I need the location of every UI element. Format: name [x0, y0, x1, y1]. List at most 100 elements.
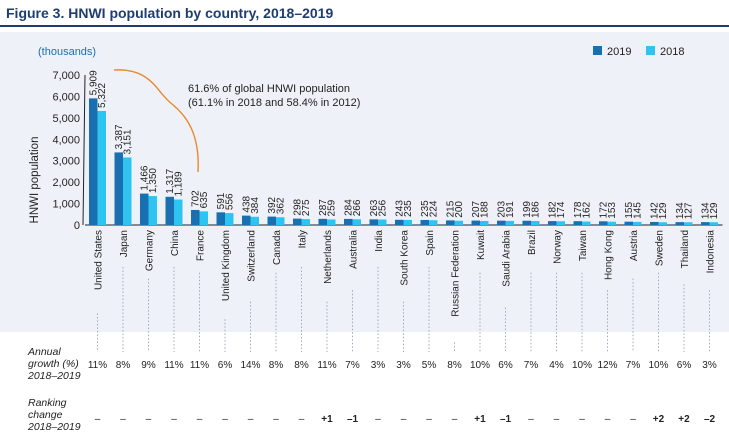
rank-value: – — [401, 414, 407, 425]
bar-2018 — [607, 221, 616, 225]
value-label-2018: 259 — [327, 199, 338, 216]
rank-value: +1 — [474, 414, 486, 425]
y-tick-label: 6,000 — [52, 91, 80, 103]
value-label-2019: 142 — [650, 202, 661, 219]
value-label-2019: 182 — [548, 201, 559, 218]
category-label: Kuwait — [476, 230, 487, 260]
y-tick-label: 7,000 — [52, 70, 80, 82]
rank-value: – — [528, 414, 534, 425]
growth-value: 8% — [116, 360, 131, 371]
value-label-2018: 162 — [582, 201, 593, 218]
rank-value: – — [426, 414, 432, 425]
category-label: Australia — [349, 230, 360, 269]
value-label-2018: 188 — [480, 201, 491, 218]
value-label-2018: 129 — [658, 202, 669, 219]
bar-2019 — [165, 196, 174, 225]
rank-value: – — [222, 414, 228, 425]
category-label: United States — [94, 230, 105, 290]
value-label-2019: 215 — [446, 200, 457, 217]
value-label-2019: 199 — [522, 201, 533, 218]
growth-value: 10% — [572, 360, 592, 371]
category-label: India — [374, 230, 385, 252]
rank-row-label: 2018–2019 — [27, 421, 81, 433]
value-label-2018: 145 — [633, 202, 644, 219]
value-label-2019: 243 — [395, 200, 406, 217]
value-label-2018: 635 — [199, 191, 210, 208]
growth-row-label: Annual — [27, 346, 61, 358]
rank-value: – — [197, 414, 203, 425]
bar-2019 — [267, 216, 276, 225]
rank-value: – — [273, 414, 279, 425]
growth-value: 7% — [524, 360, 539, 371]
legend-swatch-2019 — [593, 46, 602, 55]
rank-value: – — [452, 414, 458, 425]
value-label-2018: 1,350 — [148, 168, 159, 193]
category-label: Canada — [272, 230, 283, 265]
category-label: Indonesia — [706, 230, 717, 274]
rank-value: – — [95, 414, 101, 425]
value-label-2018: 153 — [607, 202, 618, 219]
growth-value: 11% — [317, 360, 336, 371]
value-label-2018: 224 — [429, 200, 440, 217]
category-label: Brazil — [527, 230, 538, 255]
bar-2018 — [225, 213, 234, 225]
bar-2018 — [658, 222, 667, 225]
bar-2019 — [318, 218, 327, 225]
rank-value: +2 — [653, 414, 665, 425]
category-label: Austria — [629, 230, 640, 262]
growth-row-label: growth (%) — [28, 358, 79, 370]
bar-2018 — [276, 217, 285, 225]
y-tick-label: 4,000 — [52, 134, 80, 146]
growth-value: 11% — [190, 360, 209, 371]
category-label: Japan — [119, 230, 130, 257]
bar-2018 — [403, 219, 412, 225]
rank-value: – — [605, 414, 611, 425]
bar-2019 — [395, 219, 404, 225]
y-tick-label: 3,000 — [52, 156, 80, 168]
category-label: Russian Federation — [451, 230, 462, 317]
bar-2019 — [599, 221, 608, 225]
growth-value: 8% — [269, 360, 284, 371]
bar-2019 — [522, 220, 531, 225]
bar-2019 — [293, 218, 302, 225]
bar-2019 — [573, 221, 582, 225]
bar-2018 — [633, 221, 642, 225]
bar-2018 — [429, 220, 438, 225]
category-label: France — [196, 230, 207, 262]
category-label: Switzerland — [247, 230, 258, 282]
annotation-bracket — [113, 69, 199, 173]
value-label-2019: 1,466 — [140, 165, 151, 190]
rank-value: +1 — [321, 414, 333, 425]
rank-value: – — [248, 414, 254, 425]
legend-label-2018: 2018 — [660, 46, 684, 58]
value-label-2018: 256 — [378, 199, 389, 216]
bar-2019 — [89, 98, 98, 225]
category-label: Spain — [425, 230, 436, 256]
bar-2018 — [684, 222, 693, 225]
bar-2019 — [446, 220, 455, 225]
y-axis-line — [82, 74, 86, 226]
bar-2018 — [148, 196, 157, 225]
category-label: South Korea — [400, 230, 411, 286]
growth-value: 12% — [597, 360, 617, 371]
value-label-2018: 275 — [301, 199, 312, 216]
bar-2018 — [531, 221, 540, 225]
bar-2018 — [250, 216, 259, 225]
growth-value: 3% — [702, 360, 717, 371]
value-label-2018: 191 — [505, 201, 516, 218]
bar-2019 — [191, 209, 200, 225]
value-label-2018: 127 — [684, 202, 695, 219]
category-label: Norway — [553, 230, 564, 264]
y-tick-label: 5,000 — [52, 113, 80, 125]
value-label-2018: 3,151 — [123, 129, 134, 154]
bar-2019 — [369, 219, 378, 225]
growth-value: 8% — [294, 360, 309, 371]
growth-value: 6% — [218, 360, 233, 371]
bar-2018 — [709, 222, 718, 225]
bar-2018 — [582, 221, 591, 225]
value-label-2018: 5,322 — [97, 82, 108, 107]
bar-2019 — [471, 220, 480, 225]
value-label-2019: 203 — [497, 201, 508, 218]
bar-2019 — [675, 222, 684, 225]
